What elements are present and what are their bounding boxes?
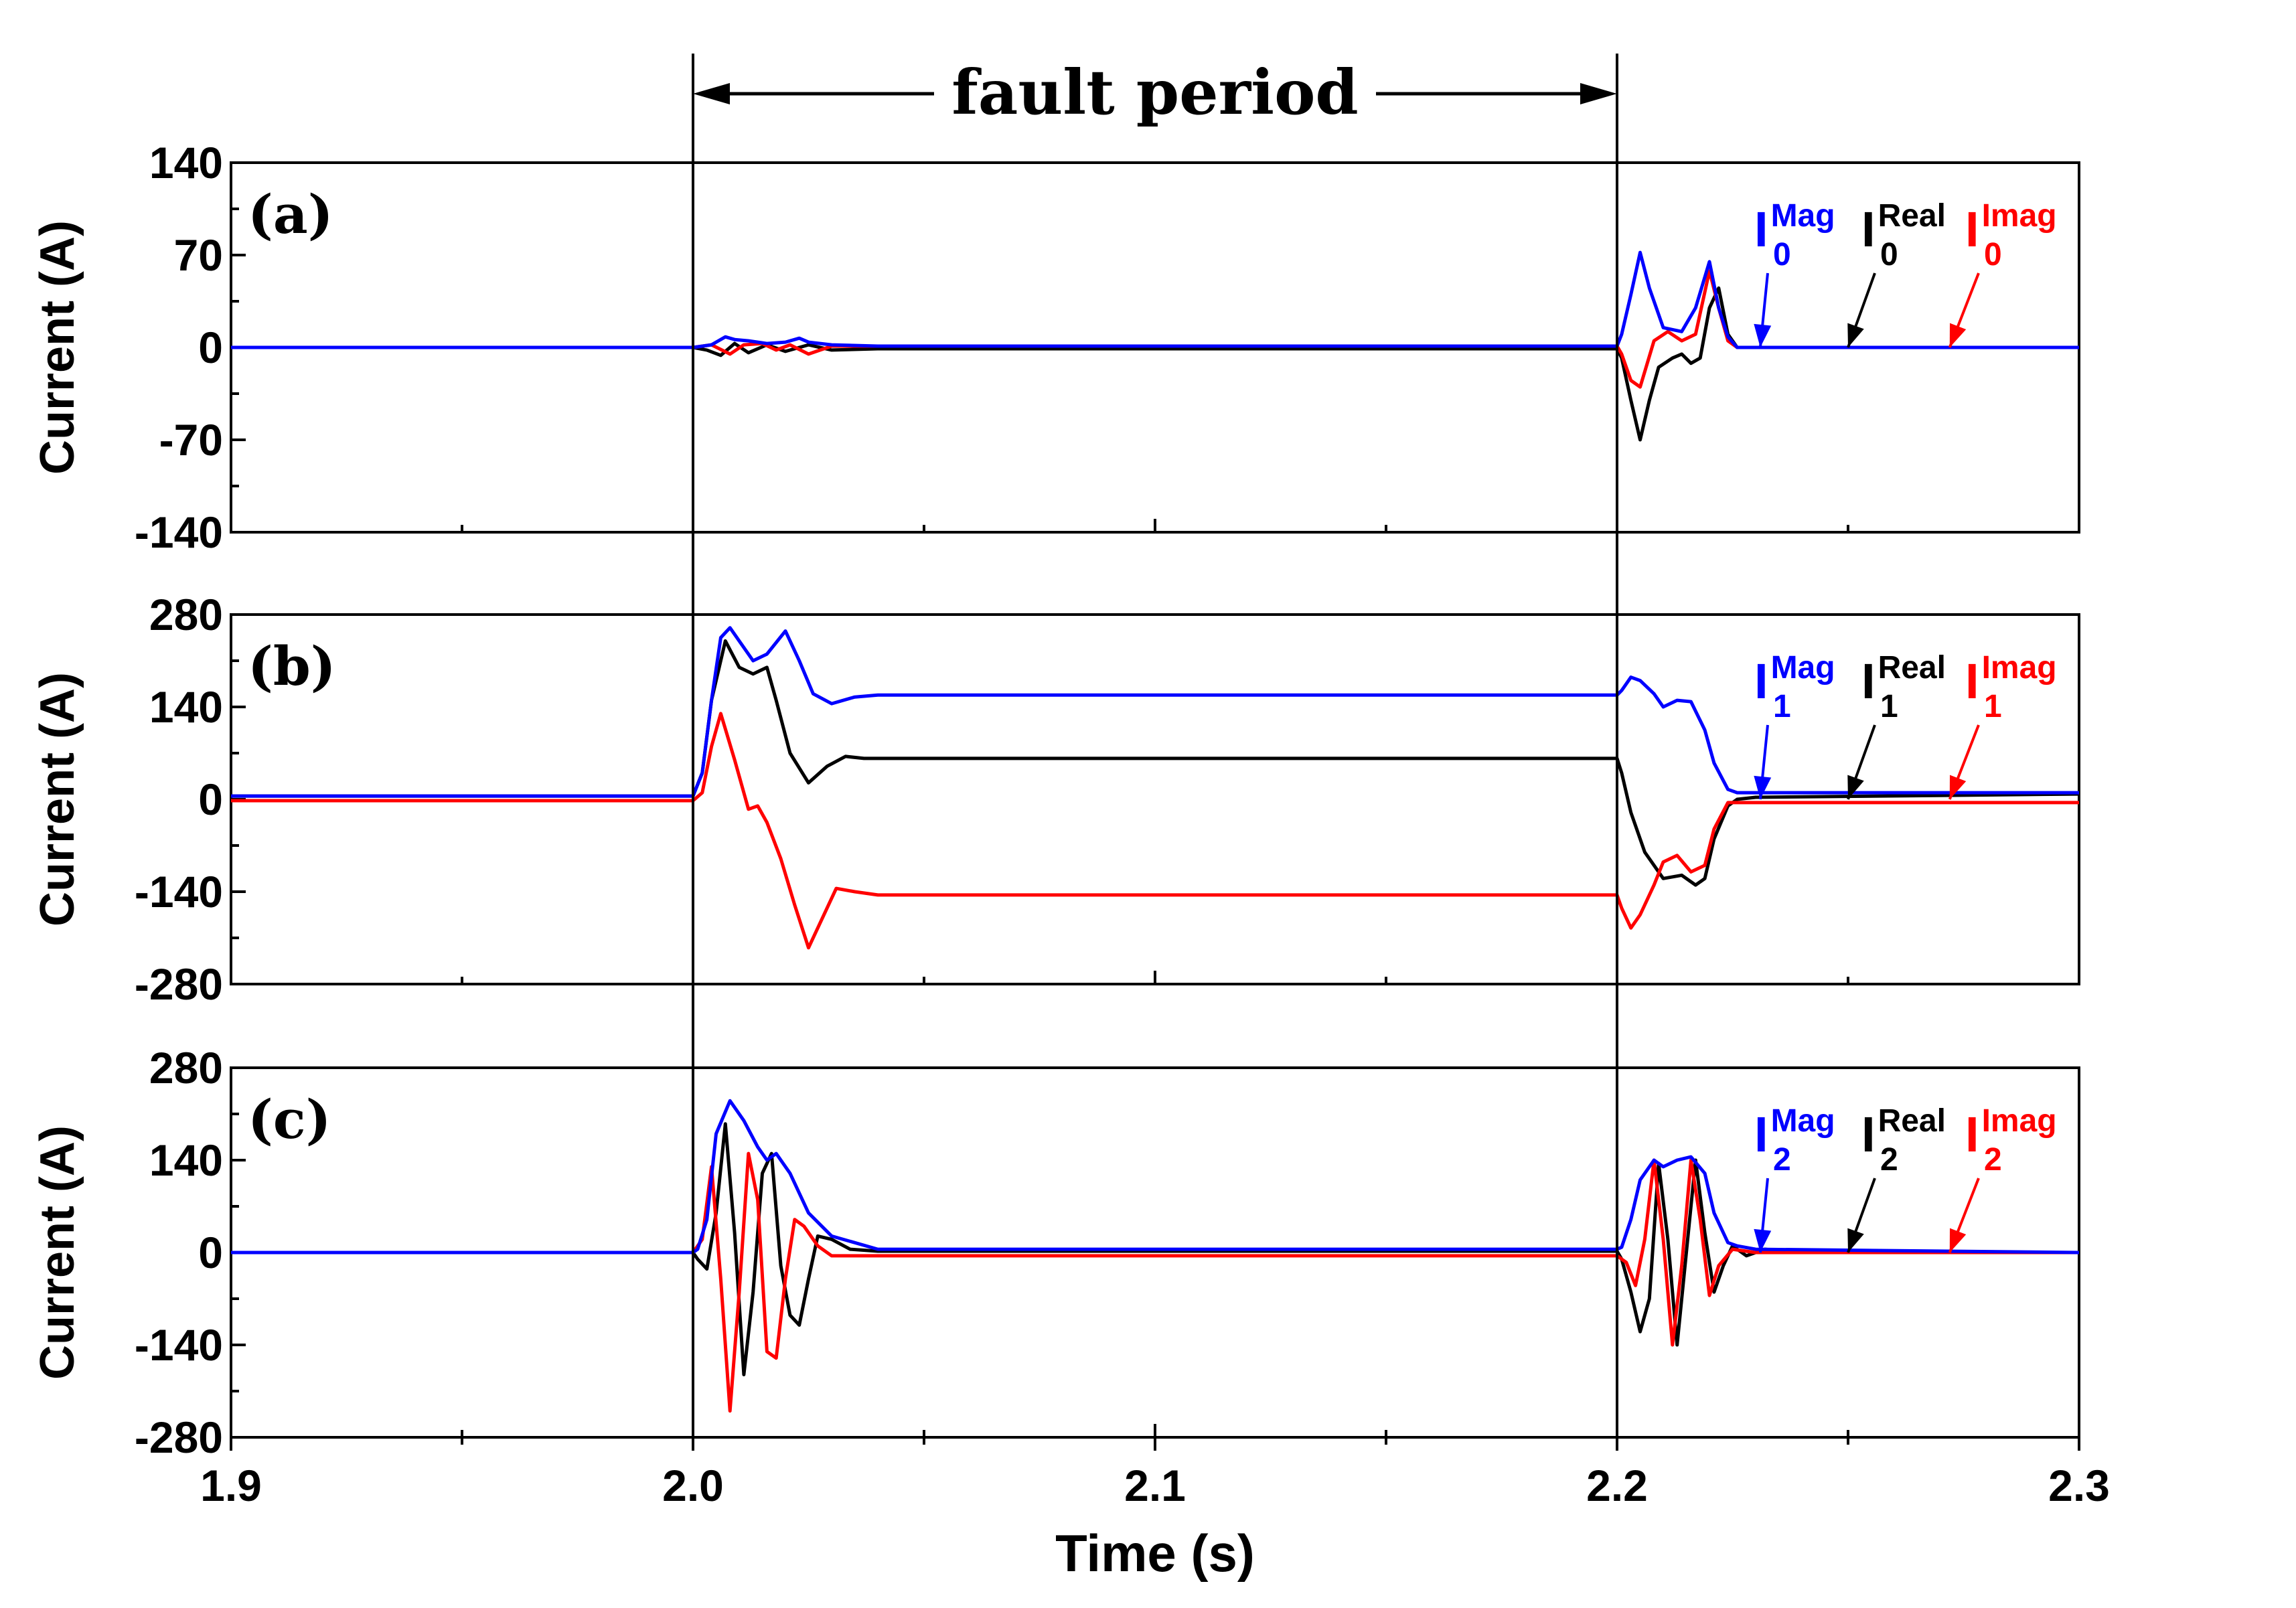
y-tick-label: -70: [159, 415, 223, 465]
legend-label-mag: IMag: [1754, 198, 1835, 257]
series-line-real: [231, 639, 2080, 887]
legend-label-mag: IMag: [1754, 1103, 1835, 1162]
legend-base: I: [1861, 653, 1876, 709]
panel-label: (b): [248, 635, 336, 698]
legend-base: I: [1965, 1107, 1979, 1162]
fault-period-label: fault period: [951, 56, 1359, 129]
legend-arrowhead-mag: [1754, 323, 1772, 347]
y-axis-title: Current (A): [31, 1125, 84, 1380]
legend-base: I: [1965, 653, 1979, 709]
legend-superscript: Real: [1878, 1103, 1946, 1139]
legend-label-imag: IImag: [1965, 198, 2057, 257]
legend-superscript: Mag: [1771, 650, 1835, 686]
legend-arrowhead-imag: [1949, 775, 1967, 799]
legend-label-real: IReal: [1861, 650, 1946, 709]
y-tick-label: 140: [149, 1135, 223, 1185]
legend-superscript: Mag: [1771, 1103, 1835, 1139]
series-line-imag: [231, 712, 2079, 950]
legend-superscript: Imag: [1982, 650, 2057, 686]
y-tick-label: -140: [135, 1320, 223, 1370]
x-tick-label: 2.0: [662, 1461, 724, 1510]
series-line-mag: [231, 626, 2079, 798]
x-tick-label: 2.2: [1586, 1461, 1648, 1510]
y-tick-label: 70: [174, 230, 223, 280]
legend-superscript: Real: [1878, 650, 1946, 686]
series-line-real: [231, 286, 2079, 442]
legend-superscript: Imag: [1982, 1103, 2057, 1139]
y-tick-label: -280: [135, 1413, 223, 1462]
legend-arrowhead-real: [1847, 775, 1864, 799]
y-tick-label: 0: [198, 775, 223, 824]
y-tick-label: 280: [149, 590, 223, 639]
legend-arrowhead-mag: [1754, 775, 1772, 799]
y-tick-label: 140: [149, 138, 223, 187]
x-axis-title: Time (s): [1055, 1524, 1255, 1583]
y-tick-label: 280: [149, 1043, 223, 1093]
panel-label: (c): [248, 1088, 331, 1151]
legend-arrowhead-real: [1847, 1228, 1864, 1253]
legend-subscript: 1: [1984, 689, 2002, 724]
series-line-imag: [231, 1151, 2079, 1413]
x-tick-label: 2.3: [2048, 1461, 2110, 1510]
legend-base: I: [1861, 1107, 1876, 1162]
series-line-mag: [231, 1099, 2080, 1255]
legend-subscript: 0: [1773, 237, 1791, 272]
legend-base: I: [1965, 202, 1979, 257]
legend-arrowhead-imag: [1949, 1228, 1967, 1253]
legend-arrowhead-imag: [1949, 323, 1967, 347]
fault-period-arrowhead-left: [693, 83, 730, 104]
legend-label-real: IReal: [1861, 1103, 1946, 1162]
series-line-mag: [231, 250, 2079, 349]
legend-label-imag: IImag: [1965, 650, 2057, 709]
y-tick-label: 0: [198, 323, 223, 372]
y-tick-label: 140: [149, 682, 223, 732]
y-axis-title: Current (A): [31, 672, 84, 927]
legend-subscript: 0: [1880, 237, 1898, 272]
legend-superscript: Imag: [1982, 198, 2057, 234]
legend-base: I: [1754, 653, 1768, 709]
legend-subscript: 1: [1773, 689, 1791, 724]
fault-period-arrowhead-right: [1580, 83, 1617, 104]
legend-base: I: [1754, 202, 1768, 257]
y-tick-label: 0: [198, 1228, 223, 1277]
series-line-imag: [231, 269, 2079, 389]
y-tick-label: -140: [135, 867, 223, 916]
x-tick-label: 1.9: [200, 1461, 262, 1510]
x-tick-label: 2.1: [1124, 1461, 1186, 1510]
series-line-real: [231, 1122, 2079, 1376]
legend-arrowhead-real: [1847, 323, 1864, 347]
legend-arrowhead-mag: [1754, 1228, 1772, 1253]
legend-subscript: 1: [1880, 689, 1898, 724]
legend-subscript: 2: [1880, 1142, 1898, 1178]
panel-label: (a): [248, 183, 333, 246]
x-axis: 1.9 2.0 2.1 2.2 2.3: [200, 1437, 2110, 1510]
legend-base: I: [1861, 202, 1876, 257]
legend-subscript: 2: [1984, 1142, 2002, 1178]
legend-label-imag: IImag: [1965, 1103, 2057, 1162]
legend-base: I: [1754, 1107, 1768, 1162]
y-axis-title: Current (A): [31, 220, 84, 475]
legend-label-mag: IMag: [1754, 650, 1835, 709]
legend-subscript: 0: [1984, 237, 2002, 272]
legend-subscript: 2: [1773, 1142, 1791, 1178]
fault-period-annotation: fault period: [693, 56, 1617, 129]
y-tick-label: -140: [135, 507, 223, 557]
legend-superscript: Mag: [1771, 198, 1835, 234]
legend-label-real: IReal: [1861, 198, 1946, 257]
legend-superscript: Real: [1878, 198, 1946, 234]
y-tick-label: -280: [135, 959, 223, 1009]
